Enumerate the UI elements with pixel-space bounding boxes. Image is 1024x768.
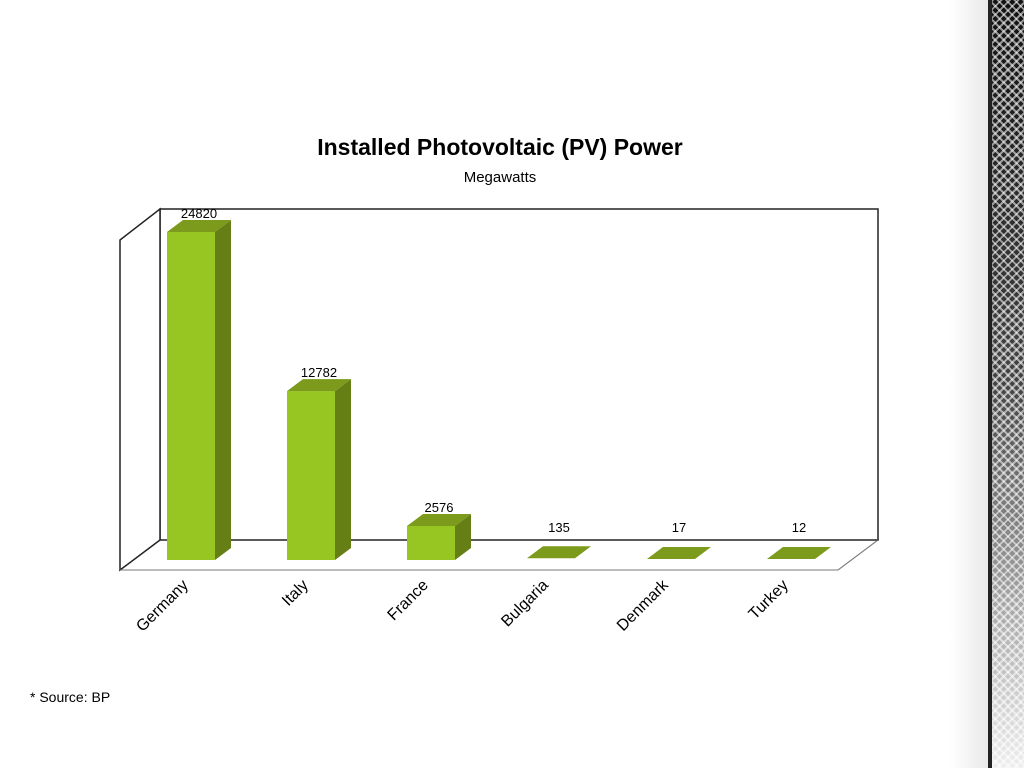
bar-side — [455, 513, 471, 560]
data-label: 2576 — [425, 500, 454, 515]
bar-top — [767, 547, 831, 559]
data-label: 17 — [672, 520, 686, 535]
category-label: Italy — [279, 577, 312, 610]
category-label: Denmark — [614, 576, 673, 635]
bar-side — [215, 220, 231, 560]
category-label: France — [385, 577, 432, 624]
bar-top — [167, 220, 231, 232]
bar-top — [287, 379, 351, 392]
data-label: 12782 — [301, 365, 337, 380]
bar-side — [335, 379, 351, 560]
chart-side-wall — [119, 207, 161, 572]
plot-area — [118, 207, 880, 572]
category-label: Bulgaria — [498, 577, 552, 631]
slide-edge-pattern — [992, 0, 1024, 768]
bar-top — [527, 546, 591, 559]
bar — [407, 513, 471, 560]
chart-subtitle: Megawatts — [464, 169, 537, 186]
bar-front — [407, 525, 455, 560]
category-label: Germany — [133, 577, 192, 636]
bar — [527, 546, 591, 559]
source-footnote: * Source: BP — [30, 689, 111, 705]
data-label: 135 — [548, 520, 570, 535]
data-label: 24820 — [181, 206, 217, 221]
category-labels: Germany Italy France Bulgaria Denmark Turkey — [133, 576, 792, 635]
bar-top — [407, 513, 471, 526]
value-labels: 24820 12782 2576 135 17 12 — [181, 206, 806, 535]
chart-title: Installed Photovoltaic (PV) Power — [317, 134, 683, 160]
bar-front — [287, 391, 335, 560]
bar — [767, 547, 831, 559]
floor-right-edge — [837, 539, 879, 571]
bar-front — [167, 232, 215, 560]
bars — [167, 220, 831, 560]
category-label: Turkey — [746, 577, 792, 623]
bar — [647, 547, 711, 559]
bar-top — [647, 547, 711, 559]
slide-edge-shade — [950, 0, 990, 768]
bar — [167, 220, 231, 560]
chart-floor — [118, 539, 880, 571]
data-label: 12 — [792, 520, 806, 535]
bar — [287, 379, 351, 560]
chart-back-wall — [159, 208, 879, 541]
slide-edge-line — [988, 0, 992, 768]
